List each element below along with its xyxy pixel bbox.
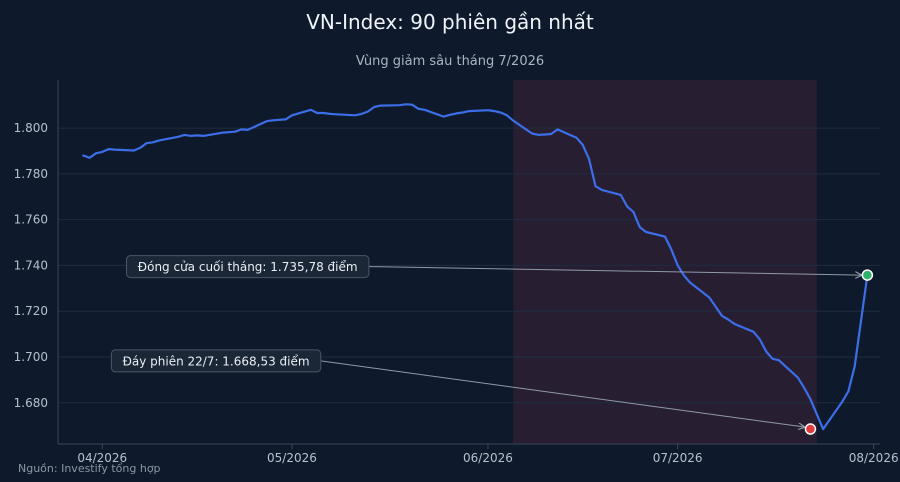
y-tick-label: 1.720: [14, 304, 48, 318]
annotation-box: [110, 349, 322, 373]
y-tick-label: 1.760: [14, 213, 48, 227]
annotation-box: [125, 255, 370, 279]
grid-layer: [58, 127, 880, 404]
chart-title: VN-Index: 90 phiên gần nhất: [306, 10, 594, 34]
axes-layer: 1.680 1.700 1.720 1.740 1.760 1.780 1.800 04/20…: [14, 80, 899, 465]
annotation-arrow: [368, 266, 861, 276]
x-tick-label: 06/2026: [463, 451, 513, 465]
x-tick-label: 04/2026: [77, 451, 127, 465]
series-layer: [82, 103, 869, 431]
low-marker: [804, 423, 817, 435]
source-note: Nguồn: Investify tổng hợp: [18, 462, 161, 475]
close-marker: [861, 269, 874, 281]
y-tick-label: 1.800: [14, 121, 48, 135]
x-tick-label: 07/2026: [653, 451, 703, 465]
y-tick-label: 1.780: [14, 167, 48, 181]
annotation-label: Đóng cửa cuối tháng: 1.735,78 điểm: [138, 260, 358, 274]
annotation-arrow: [320, 360, 805, 427]
y-tick-label: 1.740: [14, 258, 48, 272]
x-tick-label: 05/2026: [267, 451, 317, 465]
y-tick-label: 1.680: [14, 396, 48, 410]
y-tick-label: 1.700: [14, 350, 48, 364]
annotation-layer: Đóng cửa cuối tháng: 1.735,78 điểm Đáy ph…: [110, 255, 874, 435]
x-tick-label: 08/2026: [849, 451, 899, 465]
series-line: [82, 103, 869, 431]
shaded-region: [513, 80, 817, 444]
shaded-region-layer: [513, 80, 817, 444]
chart-subtitle: Vùng giảm sâu tháng 7/2026: [355, 54, 545, 69]
annotation-label: Đáy phiên 22/7: 1.668,53 điểm: [123, 354, 310, 368]
